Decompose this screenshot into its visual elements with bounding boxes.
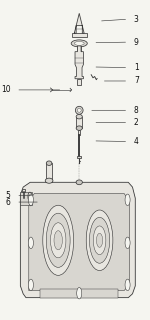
Polygon shape — [40, 289, 118, 298]
Text: 7: 7 — [134, 76, 139, 85]
Circle shape — [86, 210, 113, 270]
Circle shape — [77, 287, 82, 299]
Circle shape — [46, 213, 70, 268]
Circle shape — [96, 233, 103, 247]
Polygon shape — [20, 192, 32, 204]
Circle shape — [93, 226, 106, 255]
Circle shape — [125, 279, 130, 291]
Circle shape — [125, 237, 130, 249]
Circle shape — [54, 231, 62, 250]
Polygon shape — [22, 189, 25, 193]
Bar — [72, 33, 87, 37]
Text: 4: 4 — [134, 137, 139, 146]
Ellipse shape — [45, 178, 53, 183]
Ellipse shape — [77, 108, 81, 112]
Polygon shape — [75, 46, 83, 79]
Bar — [77, 46, 81, 52]
Polygon shape — [78, 130, 80, 134]
Circle shape — [125, 194, 130, 205]
Circle shape — [28, 279, 33, 291]
Bar — [46, 163, 52, 182]
Circle shape — [51, 223, 66, 258]
Polygon shape — [74, 13, 84, 33]
Bar — [77, 79, 81, 85]
Polygon shape — [76, 117, 82, 128]
Text: 10: 10 — [1, 85, 10, 94]
Circle shape — [43, 205, 74, 275]
Circle shape — [28, 194, 33, 205]
Text: 5: 5 — [6, 191, 10, 200]
Circle shape — [28, 237, 33, 249]
Polygon shape — [29, 194, 130, 291]
Ellipse shape — [76, 180, 82, 185]
Bar — [77, 156, 81, 158]
Ellipse shape — [75, 106, 83, 114]
Ellipse shape — [46, 161, 52, 165]
Text: 6: 6 — [6, 197, 10, 206]
Polygon shape — [20, 182, 135, 298]
Text: 2: 2 — [134, 118, 139, 127]
Text: 8: 8 — [134, 106, 139, 115]
Circle shape — [28, 192, 32, 201]
Text: 9: 9 — [134, 38, 139, 47]
Ellipse shape — [74, 42, 84, 45]
Ellipse shape — [76, 126, 82, 130]
Ellipse shape — [71, 40, 87, 47]
Text: 1: 1 — [134, 63, 139, 72]
Text: 3: 3 — [134, 15, 139, 24]
Ellipse shape — [76, 115, 82, 119]
Circle shape — [89, 217, 110, 263]
